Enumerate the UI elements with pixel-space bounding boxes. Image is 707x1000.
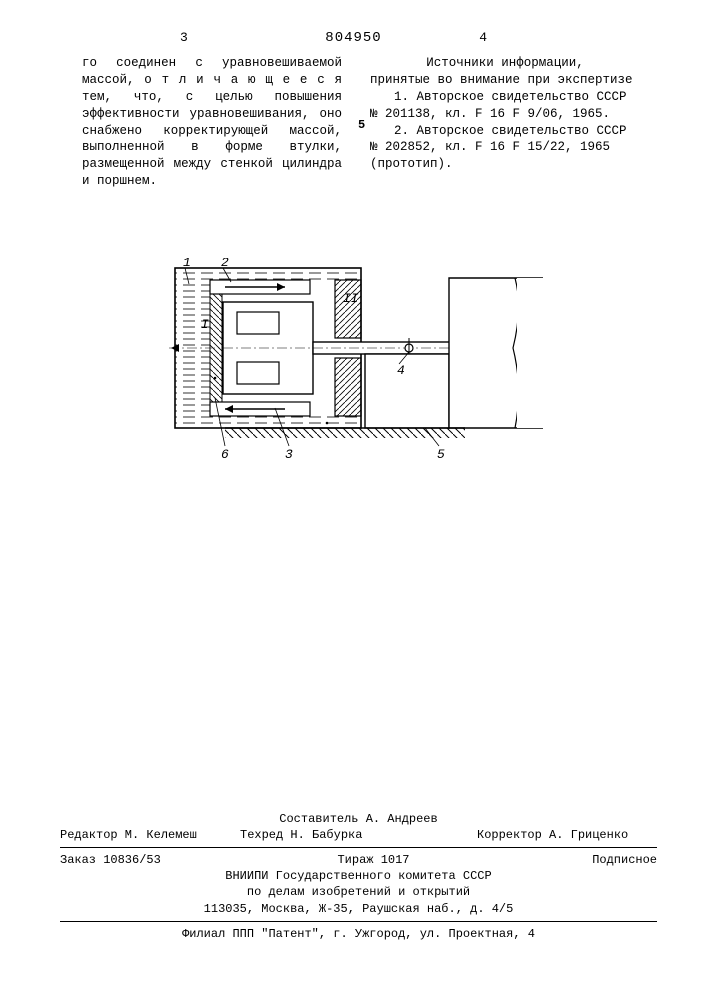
fig-label-1: 1 (183, 258, 191, 270)
margin-line-number: 5 (358, 118, 365, 132)
ref1-line1: 1. Авторское свидетельство СССР (370, 89, 640, 106)
org-address: 113035, Москва, Ж-35, Раушская наб., д. … (60, 901, 657, 917)
fig-label-roman1: I (201, 317, 209, 332)
technical-diagram: 1 2 I II 4 5 3 6 (165, 258, 543, 468)
right-column: Источники информации, принятые во вниман… (370, 55, 640, 173)
document-number: 804950 (325, 30, 381, 46)
ref2-line1: 2. Авторское свидетельство СССР (370, 123, 640, 140)
ref2-line3: (прототип). (370, 156, 640, 173)
order-number: Заказ 10836/53 (60, 852, 210, 868)
left-column-text: го соединен с уравновешиваемой мас­сой, … (82, 55, 342, 190)
org-line2: по делам изобретений и открытий (60, 884, 657, 900)
tirazh: Тираж 1017 (210, 852, 537, 868)
fig-label-4: 4 (397, 363, 405, 378)
podpisnoe: Подписное (537, 852, 657, 868)
fig-label-5: 5 (437, 447, 445, 462)
corrector: Корректор А. Гриценко (477, 827, 657, 843)
fig-label-6: 6 (221, 447, 229, 462)
editor: Редактор М. Келемеш (60, 827, 240, 843)
footer: Составитель А. Андреев Редактор М. Келем… (60, 811, 657, 942)
fig-label-3: 3 (285, 447, 293, 462)
divider2 (60, 921, 657, 922)
fig-label-2: 2 (221, 258, 229, 270)
sources-title: Источники информации, (370, 55, 640, 72)
ref1-line2: № 201138, кл. F 16 F 9/06, 1965. (370, 106, 640, 123)
org-line1: ВНИИПИ Государственного комитета СССР (60, 868, 657, 884)
techred: Техред Н. Бабурка (240, 827, 477, 843)
sources-subtitle: принятые во внимание при экспертизе (370, 72, 640, 89)
divider (60, 847, 657, 848)
ref2-line2: № 202852, кл. F 16 F 15/22, 1965 (370, 139, 640, 156)
page-number-right: 4 (479, 30, 487, 45)
fig-label-roman2: II (343, 291, 359, 306)
branch: Филиал ППП "Патент", г. Ужгород, ул. Про… (60, 926, 657, 942)
page-number-left: 3 (180, 30, 188, 45)
compiler: Составитель А. Андреев (60, 811, 657, 827)
